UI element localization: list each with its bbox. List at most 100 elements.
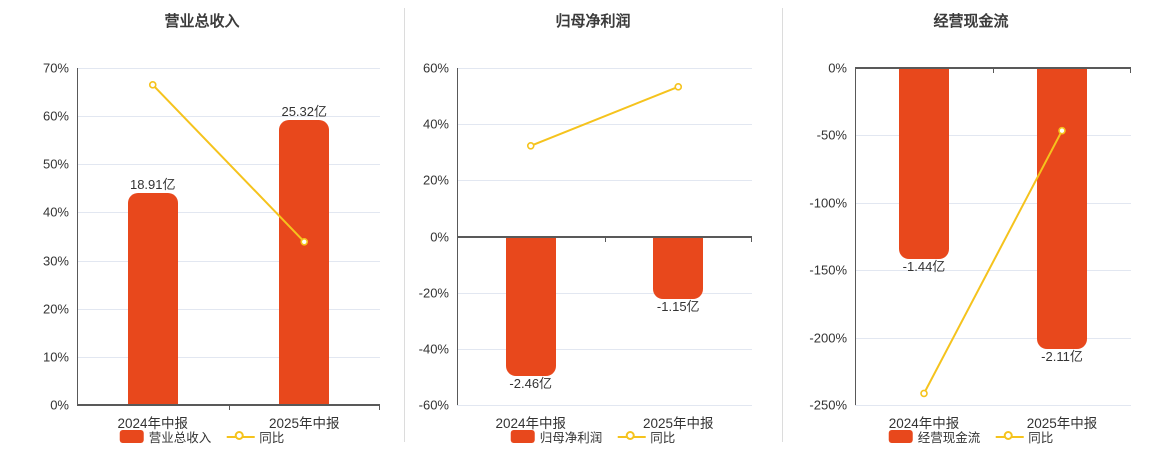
y-tick-label: 40% (42, 204, 69, 220)
y-tick-label: -20% (418, 285, 449, 301)
bar-data-label: -1.44亿 (902, 259, 946, 274)
legend-label: 同比 (650, 431, 676, 445)
grid-line (77, 212, 380, 214)
y-tick-label: 0% (828, 60, 847, 76)
y-tick-label: 50% (42, 156, 69, 172)
legend-line-marker (625, 431, 635, 440)
x-category-label: 2024年中报 (888, 416, 960, 431)
legend-line-marker (234, 431, 244, 440)
y-tick-label: -60% (418, 397, 449, 413)
legend-item-yoy[interactable]: 同比 (617, 427, 675, 446)
yoy-line (530, 85, 679, 147)
panel-separator (404, 8, 405, 442)
y-tick-label: 30% (42, 253, 69, 269)
legend-label: 同比 (1028, 431, 1054, 445)
legend-bar-swatch-icon (119, 430, 144, 443)
axis-tick (228, 405, 230, 410)
grid-line (855, 202, 1131, 204)
grid-line (77, 260, 380, 262)
legend-item-bar-series[interactable]: 营业总收入 (119, 427, 211, 446)
legend-line-circle-icon (617, 430, 646, 443)
x-category-label: 2025年中报 (1026, 416, 1098, 431)
legend-label: 归母净利润 (539, 431, 603, 445)
bar-data-label: 18.91亿 (129, 177, 176, 193)
grid-line (855, 270, 1131, 272)
plot-area: 0% -50% -100% -150% -200% -250% -1.44亿 -2.11亿 20… (809, 61, 1131, 431)
bar-data-label: -2.11亿 (1041, 348, 1083, 364)
grid-line (457, 348, 752, 350)
panel-separator (782, 8, 783, 442)
grid-line (457, 124, 752, 126)
y-tick-label: -100% (809, 195, 847, 211)
legend-item-yoy[interactable]: 同比 (226, 427, 284, 446)
legend-item-bar-series[interactable]: 归母净利润 (510, 427, 603, 446)
legend-label: 经营现金流 (917, 431, 981, 445)
grid-line (77, 116, 380, 118)
y-axis-line (77, 68, 78, 405)
bar (127, 193, 178, 405)
chart-panel-cash-flow: 经营现金流 0% -50% -100% -150% -200% -250% -1.44亿 -2… (782, 0, 1160, 450)
bar-data-label: -2.46亿 (509, 376, 553, 392)
legend-bar-swatch-icon (888, 430, 913, 443)
y-tick-label: 60% (422, 60, 449, 76)
grid-line (855, 337, 1131, 339)
bar (653, 236, 704, 300)
bar (279, 119, 330, 405)
plot-area: 70% 60% 50% 40% 30% 20% 10% 0% 18.91亿 25.32亿 2024年… (43, 61, 380, 431)
y-tick-label: -50% (816, 127, 847, 143)
y-tick-label: 20% (422, 172, 449, 188)
axis-tick (751, 236, 752, 242)
grid-line (77, 68, 380, 69)
y-tick-label: 70% (42, 60, 69, 76)
axis-tick (1130, 68, 1131, 73)
bar (899, 68, 949, 259)
axis-tick (379, 405, 380, 410)
yoy-line-marker (920, 389, 928, 398)
legend-item-yoy[interactable]: 同比 (995, 427, 1053, 446)
legend-label: 同比 (259, 431, 285, 445)
grid-line (855, 135, 1131, 137)
legend: 归母净利润 同比 (510, 427, 675, 446)
legend-item-bar-series[interactable]: 经营现金流 (888, 427, 981, 446)
yoy-line-chart (920, 126, 1066, 398)
grid-line (457, 405, 752, 406)
legend: 营业总收入 同比 (119, 427, 284, 446)
y-tick-label: -200% (809, 330, 847, 346)
legend-line-circle-icon (226, 430, 255, 443)
axis-tick (604, 236, 606, 242)
grid-line (77, 308, 380, 310)
chart-panel-net-profit: 归母净利润 60% 40% 20% 0% -20% -40% -60% -2.46亿 -1.15… (404, 0, 782, 450)
x-category-label: 2025年中报 (268, 416, 340, 431)
chart-title: 经营现金流 (933, 13, 1009, 30)
legend-bar-swatch-icon (510, 430, 535, 443)
grid-line (457, 180, 752, 182)
x-category-label: 2024年中报 (495, 416, 567, 431)
yoy-line-marker (526, 141, 535, 150)
yoy-line-marker (674, 83, 683, 91)
y-tick-label: -250% (809, 397, 847, 413)
chart-title: 归母净利润 (555, 13, 631, 30)
y-tick-label: 60% (42, 108, 69, 124)
bar-data-label: 25.32亿 (281, 103, 328, 119)
x-category-label: 2024年中报 (117, 416, 189, 431)
grid-line (457, 68, 752, 69)
chart-panel-revenue: 营业总收入 70% 60% 50% 40% 30% 20% 10% 0% 18.91亿 25.32… (0, 0, 404, 450)
y-tick-label: -40% (418, 341, 449, 357)
plot-area: 60% 40% 20% 0% -20% -40% -60% -2.46亿 -1.15亿 2024年… (419, 61, 752, 431)
bar (1037, 68, 1087, 349)
y-axis-line (855, 68, 856, 405)
grid-line (457, 292, 752, 294)
y-tick-label: 40% (422, 116, 449, 132)
y-tick-label: 10% (42, 349, 69, 365)
y-tick-label: 20% (42, 301, 69, 317)
grid-line (77, 356, 380, 358)
yoy-line-marker (148, 81, 157, 89)
bar-data-label: -1.15亿 (656, 299, 700, 315)
y-tick-label: -150% (809, 262, 847, 278)
yoy-line-chart (148, 81, 309, 246)
x-category-label: 2025年中报 (642, 416, 714, 431)
y-tick-label: 0% (50, 397, 69, 413)
grid-line (77, 164, 380, 166)
legend: 经营现金流 同比 (888, 427, 1053, 446)
